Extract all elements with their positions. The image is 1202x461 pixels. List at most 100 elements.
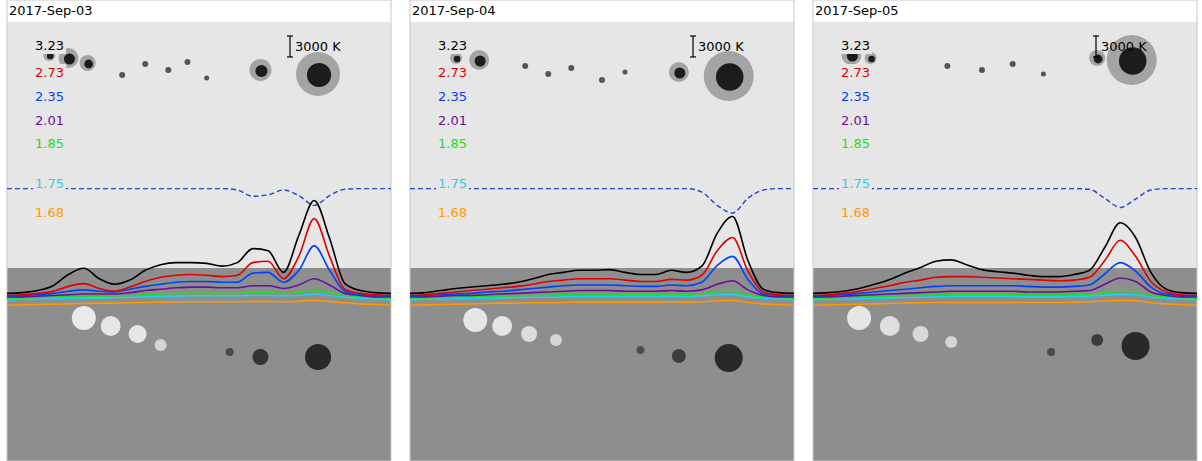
magnetic-patch bbox=[521, 326, 537, 342]
umbra bbox=[674, 68, 685, 79]
pore bbox=[165, 67, 171, 73]
magnetic-patch bbox=[847, 306, 871, 330]
magnetic-patch bbox=[1047, 348, 1055, 356]
pore bbox=[944, 63, 950, 69]
pore bbox=[184, 59, 190, 65]
scale-bar-cap bbox=[690, 35, 696, 36]
magnetic-patch bbox=[72, 306, 96, 330]
magnetogram-image bbox=[7, 268, 391, 461]
scale-bar-label: 3000 K bbox=[698, 39, 744, 54]
spectrum-curve bbox=[410, 281, 794, 297]
umbra bbox=[1094, 55, 1103, 64]
magnetogram-image bbox=[410, 268, 794, 461]
pore bbox=[545, 71, 551, 77]
magnetic-patch bbox=[101, 316, 121, 336]
penumbra bbox=[296, 52, 340, 96]
magnetic-patch bbox=[550, 334, 562, 346]
scale-bar: 3000 K bbox=[287, 36, 341, 57]
legend-label: 3.23 bbox=[841, 38, 870, 53]
scale-bar-cap bbox=[1093, 56, 1099, 57]
continuum-image bbox=[7, 22, 391, 268]
penumbra bbox=[80, 55, 96, 71]
legend-patch bbox=[436, 112, 469, 129]
legend-patch bbox=[436, 135, 469, 152]
plot-frame bbox=[813, 0, 1197, 461]
penumbra bbox=[669, 62, 689, 82]
scale-bar-cap bbox=[690, 56, 696, 57]
magnetic-patch bbox=[226, 348, 234, 356]
magnetic-patch bbox=[1091, 334, 1103, 346]
panel-title: 2017-Sep-05 bbox=[815, 3, 899, 18]
legend-label: 2.35 bbox=[35, 89, 64, 104]
pore bbox=[599, 77, 605, 83]
plot-frame bbox=[7, 0, 391, 461]
legend-patch bbox=[839, 135, 872, 152]
magnetic-patch bbox=[672, 349, 686, 363]
spectrum-curve bbox=[7, 200, 391, 293]
legend-label: 1.68 bbox=[35, 205, 64, 220]
legend-patch bbox=[839, 37, 872, 54]
pore bbox=[204, 76, 209, 81]
spectrum-curve bbox=[813, 263, 1197, 297]
legend-label: 2.01 bbox=[841, 113, 870, 128]
scale-bar-line bbox=[692, 36, 693, 57]
pore bbox=[1041, 72, 1046, 77]
legend-patch bbox=[839, 175, 872, 192]
spectrum-curve bbox=[7, 219, 391, 296]
legend-label: 1.85 bbox=[35, 136, 64, 151]
umbra bbox=[307, 63, 331, 87]
magnetic-patch bbox=[945, 336, 957, 348]
magnetic-patch bbox=[492, 316, 512, 336]
legend-patch bbox=[436, 37, 469, 54]
legend-label: 2.73 bbox=[35, 65, 64, 80]
magnetic-patch bbox=[305, 344, 331, 370]
magnetic-patch bbox=[155, 339, 167, 351]
curves bbox=[410, 189, 794, 306]
magnetic-patch bbox=[715, 344, 743, 372]
legend-label: 1.85 bbox=[438, 136, 467, 151]
umbra bbox=[475, 56, 486, 67]
spectrum-curve bbox=[7, 300, 391, 305]
penumbra bbox=[469, 50, 489, 70]
umbra bbox=[454, 56, 461, 63]
umbra bbox=[84, 60, 93, 69]
magnetic-patch bbox=[636, 346, 644, 354]
legend: 3.232.732.352.011.851.751.68 bbox=[436, 37, 469, 221]
plot-frame bbox=[410, 0, 794, 461]
magnetogram-image bbox=[813, 268, 1197, 461]
magnetic-patch bbox=[463, 308, 487, 332]
scale-bar-line bbox=[1095, 36, 1096, 57]
panel-title: 2017-Sep-04 bbox=[412, 3, 496, 18]
image-features bbox=[841, 35, 1156, 360]
pore bbox=[979, 67, 985, 73]
pore bbox=[623, 70, 628, 75]
curves bbox=[813, 189, 1197, 306]
image-features bbox=[450, 50, 754, 372]
legend-label: 2.01 bbox=[438, 113, 467, 128]
continuum-image bbox=[813, 22, 1197, 268]
legend-patch bbox=[436, 88, 469, 105]
scale-bar: 3000 K bbox=[1093, 36, 1147, 57]
spectrum-curve bbox=[813, 278, 1197, 297]
legend-label: 2.35 bbox=[438, 89, 467, 104]
scale-bar-label: 3000 K bbox=[1101, 39, 1147, 54]
legend-label: 2.73 bbox=[438, 65, 467, 80]
legend-label: 1.68 bbox=[841, 205, 870, 220]
legend-label: 1.68 bbox=[438, 205, 467, 220]
legend-label: 2.73 bbox=[841, 65, 870, 80]
umbra bbox=[64, 54, 75, 65]
magnetic-patch bbox=[252, 349, 268, 365]
legend-label: 1.75 bbox=[438, 176, 467, 191]
legend-patch bbox=[839, 88, 872, 105]
legend-patch bbox=[33, 112, 66, 129]
umbra bbox=[255, 65, 267, 77]
penumbra bbox=[704, 51, 754, 101]
legend: 3.232.732.352.011.851.751.68 bbox=[33, 37, 66, 221]
legend-patch bbox=[33, 88, 66, 105]
legend-patch bbox=[436, 175, 469, 192]
magnetic-patch bbox=[880, 316, 900, 336]
spectrum-curve bbox=[410, 217, 794, 294]
pore bbox=[1010, 61, 1016, 67]
continuum-image bbox=[410, 22, 794, 268]
pore bbox=[522, 63, 528, 69]
